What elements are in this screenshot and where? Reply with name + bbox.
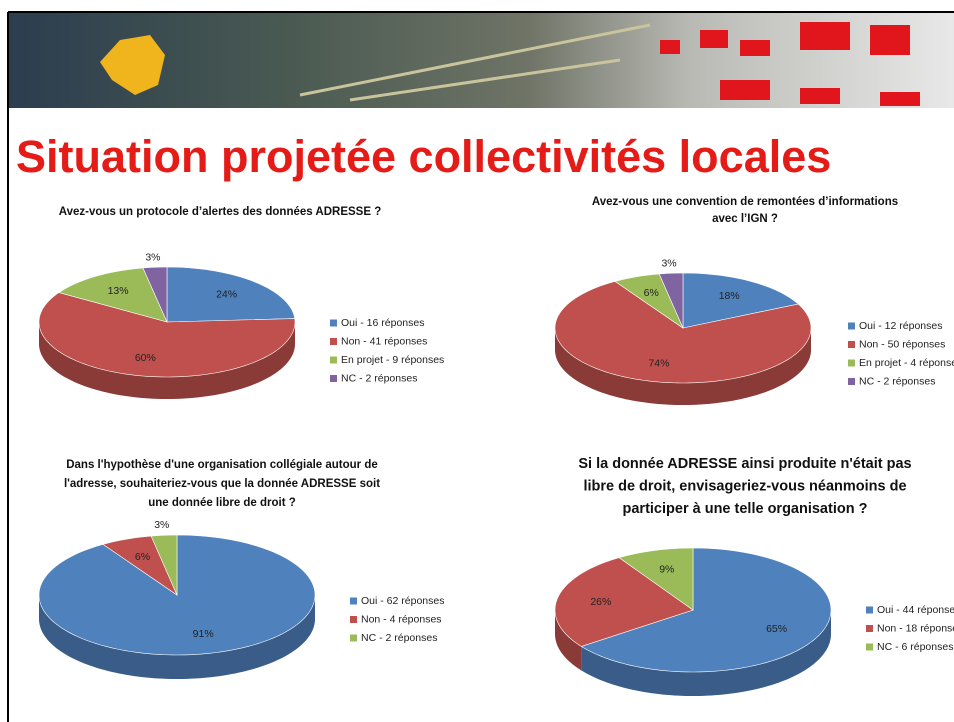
value-label: 18% <box>719 290 740 302</box>
legend-label: Oui - 62 réponses <box>361 595 444 607</box>
chart-title: libre de droit, envisageriez-vous néanmo… <box>583 478 906 494</box>
chart-title: Avez-vous un protocole d’alertes des don… <box>59 206 382 218</box>
chart-title: Dans l'hypothèse d'une organisation coll… <box>66 459 378 471</box>
chart-title: l'adresse, souhaiteriez-vous que la donn… <box>64 478 380 490</box>
pie-slice <box>58 267 168 323</box>
legend-label: NC - 6 réponses <box>877 641 953 653</box>
value-label: 3% <box>145 252 160 264</box>
legend-label: Oui - 12 réponses <box>859 320 942 332</box>
pie-slice <box>580 547 832 673</box>
pie-side <box>555 610 582 671</box>
value-label: 13% <box>108 285 129 297</box>
pie-slice <box>166 266 296 323</box>
legend-swatch <box>350 597 357 605</box>
legend-label: Oui - 44 réponses <box>877 604 954 616</box>
value-label: 24% <box>216 289 237 301</box>
legend-swatch <box>330 375 337 382</box>
value-label: 3% <box>154 519 169 531</box>
legend-label: En projet - 9 réponses <box>341 354 444 366</box>
pie-slice <box>658 272 684 329</box>
value-label: 60% <box>135 352 156 364</box>
value-label: 6% <box>644 287 659 299</box>
legend-swatch <box>330 338 337 345</box>
legend-label: Non - 50 réponses <box>859 338 945 350</box>
legend-label: NC - 2 réponses <box>361 632 437 644</box>
pie-slice <box>102 535 178 596</box>
legend-swatch <box>330 319 337 327</box>
legend-label: NC - 2 réponses <box>859 375 935 387</box>
pie-slice <box>682 272 799 329</box>
legend-label: Oui - 16 réponses <box>341 317 424 329</box>
chart-title: avec l’IGN ? <box>712 213 778 225</box>
pie-slice <box>554 281 812 384</box>
pie-side <box>39 322 295 399</box>
pie-side <box>555 328 811 405</box>
banner <box>8 12 954 108</box>
value-label: 26% <box>590 596 611 608</box>
pie-slice <box>618 547 694 611</box>
value-label: 3% <box>661 258 676 270</box>
pie-slice <box>554 557 694 647</box>
chart-title: participer à une telle organisation ? <box>623 501 868 517</box>
legend-label: NC - 2 réponses <box>341 372 417 384</box>
legend-label: Non - 41 réponses <box>341 335 427 347</box>
slide-title: Situation projetée collectivités locales <box>16 131 831 182</box>
chart-title: Si la donnée ADRESSE ainsi produite n'ét… <box>578 456 911 472</box>
legend-swatch <box>848 378 855 385</box>
pie-slice <box>614 273 684 329</box>
legend-swatch <box>350 616 357 623</box>
pie-slice <box>142 266 168 323</box>
pie-side <box>39 595 315 679</box>
value-label: 6% <box>135 551 150 563</box>
value-label: 65% <box>766 623 787 635</box>
legend-label: En projet - 4 réponses <box>859 357 954 369</box>
legend-swatch <box>848 341 855 348</box>
legend-swatch <box>866 606 873 614</box>
pie-slice <box>150 534 178 596</box>
chart-title: Avez-vous une convention de remontées d’… <box>592 196 898 208</box>
value-label: 74% <box>648 358 669 370</box>
legend-swatch <box>866 625 873 632</box>
value-label: 9% <box>659 563 674 575</box>
legend-label: Non - 18 réponses <box>877 622 954 634</box>
pie-slice <box>38 292 296 378</box>
legend-swatch <box>350 634 357 642</box>
legend-swatch <box>866 643 873 651</box>
legend-label: Non - 4 réponses <box>361 613 442 625</box>
legend-swatch <box>848 359 855 367</box>
pie-side <box>581 610 831 696</box>
chart-title: une donnée libre de droit ? <box>148 497 296 509</box>
legend-swatch <box>330 356 337 364</box>
value-label: 91% <box>193 628 214 640</box>
legend-swatch <box>848 322 855 330</box>
